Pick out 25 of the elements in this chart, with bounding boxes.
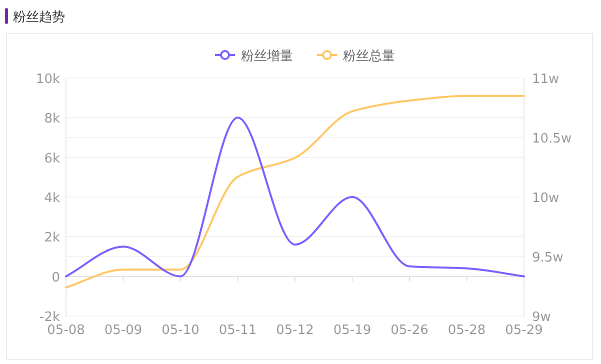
y-tick-label: -2k (40, 310, 60, 325)
x-tick-label: 05-08 (47, 323, 85, 338)
x-tick-label: 05-09 (104, 323, 142, 338)
legend-label: 粉丝总量 (343, 49, 395, 64)
line-series (65, 94, 525, 288)
legend-label: 粉丝增量 (241, 49, 293, 64)
x-tick-label: 05-29 (505, 323, 543, 338)
x-tick-label: 05-26 (390, 323, 428, 338)
y2-tick-label: 9.5w (532, 250, 564, 266)
x-tick-label: 05-10 (162, 323, 200, 338)
x-tick-label: 05-12 (276, 323, 314, 338)
y2-tick-label: 11w (532, 72, 560, 87)
x-tick-label: 05-19 (333, 323, 372, 338)
y-tick-label: 8k (44, 112, 60, 127)
y2-tick-label: 10.5w (532, 132, 572, 146)
y2-tick-label: 10w (532, 191, 560, 206)
y-tick-label: 10k (36, 72, 60, 87)
y-tick-label: 0 (52, 270, 60, 286)
y-tick-label: 4k (44, 191, 60, 206)
x-tick-label: 05-11 (218, 323, 257, 338)
chart-title: 粉丝趋势 (13, 10, 65, 25)
y2-tick-label: 9w (532, 310, 552, 325)
y-tick-label: 2k (44, 230, 60, 246)
x-tick-label: 05-28 (448, 323, 486, 338)
y-tick-label: 6k (44, 151, 60, 166)
